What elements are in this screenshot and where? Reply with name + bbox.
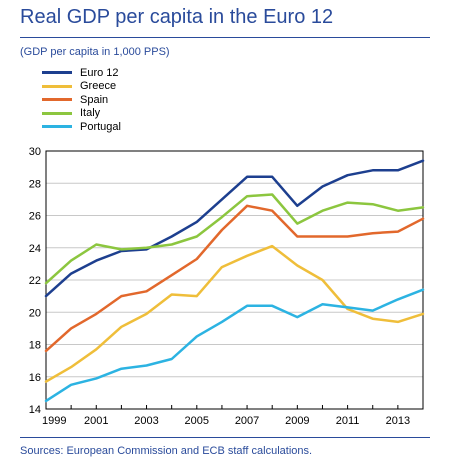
x-tick-label: 2005 — [185, 415, 209, 427]
legend-swatch — [42, 111, 72, 115]
legend-item-italy: Italy — [42, 107, 121, 121]
legend-label: Spain — [80, 93, 109, 106]
y-tick-label: 30 — [29, 146, 41, 158]
legend-item-spain: Spain — [42, 93, 121, 107]
series-line-portugal — [44, 288, 425, 403]
series-line-euro-12 — [44, 159, 425, 298]
legend-swatch — [42, 84, 72, 88]
series-line-italy — [44, 193, 425, 285]
legend-item-euro12: Euro 12 — [42, 66, 121, 80]
series-line-spain — [44, 204, 425, 353]
source-note: Sources: European Commission and ECB sta… — [20, 445, 313, 457]
legend-item-greece: Greece — [42, 80, 121, 94]
y-tick-label: 18 — [29, 340, 41, 352]
legend-swatch — [42, 71, 72, 75]
y-tick-label: 26 — [29, 211, 41, 223]
y-tick-label: 20 — [29, 307, 41, 319]
chart-title: Real GDP per capita in the Euro 12 — [20, 6, 334, 28]
title-rule — [20, 37, 430, 38]
chart-subtitle: (GDP per capita in 1,000 PPS) — [20, 46, 170, 58]
legend: Euro 12 Greece Spain Italy Portugal — [42, 66, 121, 134]
legend-label: Euro 12 — [80, 66, 119, 79]
legend-swatch — [42, 125, 72, 129]
legend-label: Portugal — [80, 120, 121, 133]
x-tick-label: 1999 — [42, 415, 66, 427]
x-tick-label: 2013 — [386, 415, 410, 427]
legend-item-portugal: Portugal — [42, 120, 121, 134]
y-tick-label: 16 — [29, 372, 41, 384]
plot-frame — [45, 150, 424, 410]
legend-swatch — [42, 98, 72, 102]
x-tick-label: 2007 — [235, 415, 259, 427]
series-line-greece — [44, 244, 425, 383]
x-tick-label: 2011 — [336, 415, 360, 427]
y-tick-label: 28 — [29, 178, 41, 190]
y-tick-label: 24 — [29, 243, 41, 255]
legend-label: Greece — [80, 80, 117, 93]
x-tick-label: 2003 — [134, 415, 158, 427]
source-rule — [20, 437, 430, 438]
legend-label: Italy — [80, 107, 101, 120]
x-tick-label: 2001 — [84, 415, 108, 427]
y-tick-label: 14 — [29, 404, 41, 416]
y-tick-label: 22 — [29, 275, 41, 287]
x-tick-label: 2009 — [285, 415, 309, 427]
